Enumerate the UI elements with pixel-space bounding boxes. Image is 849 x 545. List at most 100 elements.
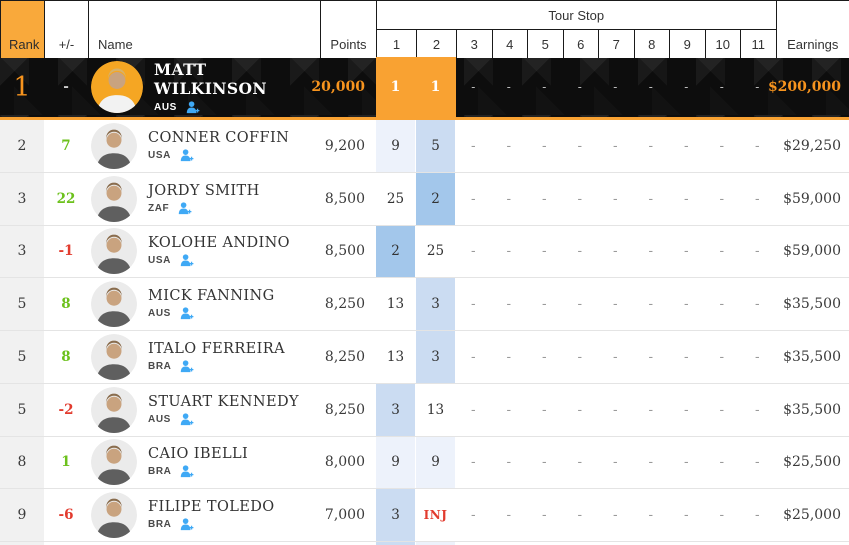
stop-result: - — [684, 80, 689, 94]
stop-result: - — [491, 331, 527, 383]
stop-result: - — [633, 489, 669, 541]
athlete-country-row: AUS — [148, 307, 275, 320]
follow-athlete-icon[interactable] — [180, 307, 194, 320]
earnings-value: $59,000 — [783, 190, 841, 207]
tour-stop-column-header[interactable]: 6 — [562, 29, 598, 58]
athlete-avatar[interactable] — [91, 492, 137, 539]
country-code: AUS — [148, 413, 171, 425]
rank-change-value: -6 — [58, 507, 74, 524]
stop-result: - — [598, 436, 634, 489]
earnings-column-header[interactable]: Earnings — [775, 1, 849, 58]
change-column-header[interactable]: +/- — [44, 1, 88, 58]
athlete-avatar[interactable] — [91, 122, 137, 169]
stop-result: - — [527, 383, 563, 436]
stop-result: - — [491, 436, 527, 489]
athlete-avatar[interactable] — [91, 281, 137, 328]
athlete-name[interactable]: KOLOHE ANDINO — [148, 235, 290, 252]
stop-result: 9 — [376, 120, 416, 172]
stop-result: 2 — [416, 172, 456, 225]
tour-stop-column-header[interactable]: 3 — [456, 29, 492, 58]
athlete-info: JORDY SMITH ZAF — [148, 183, 260, 215]
athlete-row[interactable]: 3 22 JORDY SMITH ZAF 8,500 25 2- - - - - - - - - $59,… — [0, 172, 849, 226]
athlete-info: FILIPE TOLEDO BRA — [148, 499, 275, 531]
tour-stop-column-header[interactable]: 11 — [740, 29, 776, 58]
athlete-country-row: BRA — [148, 465, 248, 478]
stop-result: - — [633, 383, 669, 436]
earnings-value: $200,000 — [767, 79, 841, 95]
tour-stop-column-header[interactable]: 1 — [376, 29, 416, 58]
follow-athlete-icon[interactable] — [180, 254, 194, 267]
stop-result: - — [633, 436, 669, 489]
points-column-header[interactable]: Points — [320, 1, 376, 58]
athlete-name[interactable]: ITALO FERREIRA — [148, 340, 285, 357]
tour-stop-column-header[interactable]: 7 — [598, 29, 634, 58]
athlete-name[interactable]: CAIO IBELLI — [148, 446, 249, 463]
stop-result: - — [577, 80, 582, 94]
athlete-cell: ITALO FERREIRA BRA — [88, 331, 320, 383]
stop-result: - — [456, 225, 492, 278]
name-column-header[interactable]: Name — [88, 1, 320, 58]
stop-result — [376, 542, 416, 545]
athlete-row[interactable]: 3 -1 KOLOHE ANDINO USA 8,500 2 25- - - - - - - - - $5… — [0, 225, 849, 279]
rank-column-header[interactable]: Rank — [0, 1, 44, 58]
stop-result: - — [598, 489, 634, 541]
table-header: Rank +/- Name Points Tour Stop Earnings … — [0, 0, 849, 58]
follow-athlete-icon[interactable] — [178, 201, 192, 215]
earnings-value: $59,000 — [783, 243, 841, 260]
tour-stop-column-header[interactable]: 9 — [669, 29, 705, 58]
athlete-country-row: BRA — [148, 518, 275, 531]
rank-change-value: 1 — [61, 454, 71, 471]
tour-stop-column-header[interactable]: 8 — [633, 29, 669, 58]
athlete-name[interactable]: STUART KENNEDY — [148, 393, 299, 410]
stop-result: - — [704, 436, 740, 489]
stop-result: 9 — [416, 436, 456, 489]
tour-stop-column-header[interactable]: 2 — [416, 29, 456, 58]
athlete-row[interactable]: 5 -2 STUART KENNEDY AUS 8,250 3 13- - - - - - - - - $… — [0, 383, 849, 437]
follow-athlete-icon[interactable] — [180, 465, 194, 478]
athlete-avatar[interactable] — [91, 228, 137, 275]
athlete-cell: FILIPE TOLEDO BRA — [88, 489, 320, 541]
country-code: USA — [148, 255, 171, 267]
points-value: 8,250 — [324, 296, 365, 313]
stop-result: - — [562, 278, 598, 330]
stop-result: - — [669, 278, 705, 330]
tour-stop-column-header[interactable]: 5 — [527, 29, 563, 58]
follow-athlete-icon[interactable] — [180, 518, 194, 531]
tour-stop-column-header[interactable]: 10 — [704, 29, 740, 58]
follow-athlete-icon[interactable] — [180, 149, 194, 162]
country-code: AUS — [148, 308, 171, 320]
stop-result: - — [456, 489, 492, 541]
stop-result: - — [598, 383, 634, 436]
stop-result: - — [704, 278, 740, 330]
stop-result: - — [704, 120, 740, 172]
athlete-row[interactable]: 1- MATT WILKINSON AUS 20,000 1 1- - - - - - - - - $2… — [0, 57, 849, 120]
athlete-name[interactable]: MATT WILKINSON — [154, 60, 267, 98]
athlete-name[interactable]: FILIPE TOLEDO — [148, 499, 275, 516]
rank-value — [0, 542, 44, 545]
athlete-avatar[interactable] — [91, 61, 143, 113]
earnings-value: $25,000 — [783, 507, 841, 524]
tour-stop-column-header[interactable]: 4 — [491, 29, 527, 58]
stop-result: - — [669, 225, 705, 278]
athlete-cell: MICK FANNING AUS — [88, 278, 320, 330]
athlete-name[interactable]: CONNER COFFIN — [148, 129, 290, 146]
athlete-name[interactable]: JORDY SMITH — [148, 182, 260, 199]
athlete-row[interactable]: 9 -6 FILIPE TOLEDO BRA 7,000 3 INJ - - - - - - - - - $… — [0, 489, 849, 542]
stop-result: - — [562, 172, 598, 225]
stop-result: - — [562, 120, 598, 172]
athlete-avatar[interactable] — [91, 175, 137, 222]
follow-athlete-icon[interactable] — [186, 101, 200, 114]
athlete-avatar[interactable] — [91, 386, 137, 433]
stop-result: 25 — [416, 225, 456, 278]
stop-result: - — [613, 80, 618, 94]
athlete-name[interactable]: MICK FANNING — [148, 288, 275, 305]
follow-athlete-icon[interactable] — [180, 360, 194, 373]
athlete-avatar[interactable] — [91, 439, 137, 486]
follow-athlete-icon[interactable] — [180, 412, 194, 426]
stop-result: - — [527, 225, 563, 278]
athlete-avatar[interactable] — [91, 333, 137, 380]
